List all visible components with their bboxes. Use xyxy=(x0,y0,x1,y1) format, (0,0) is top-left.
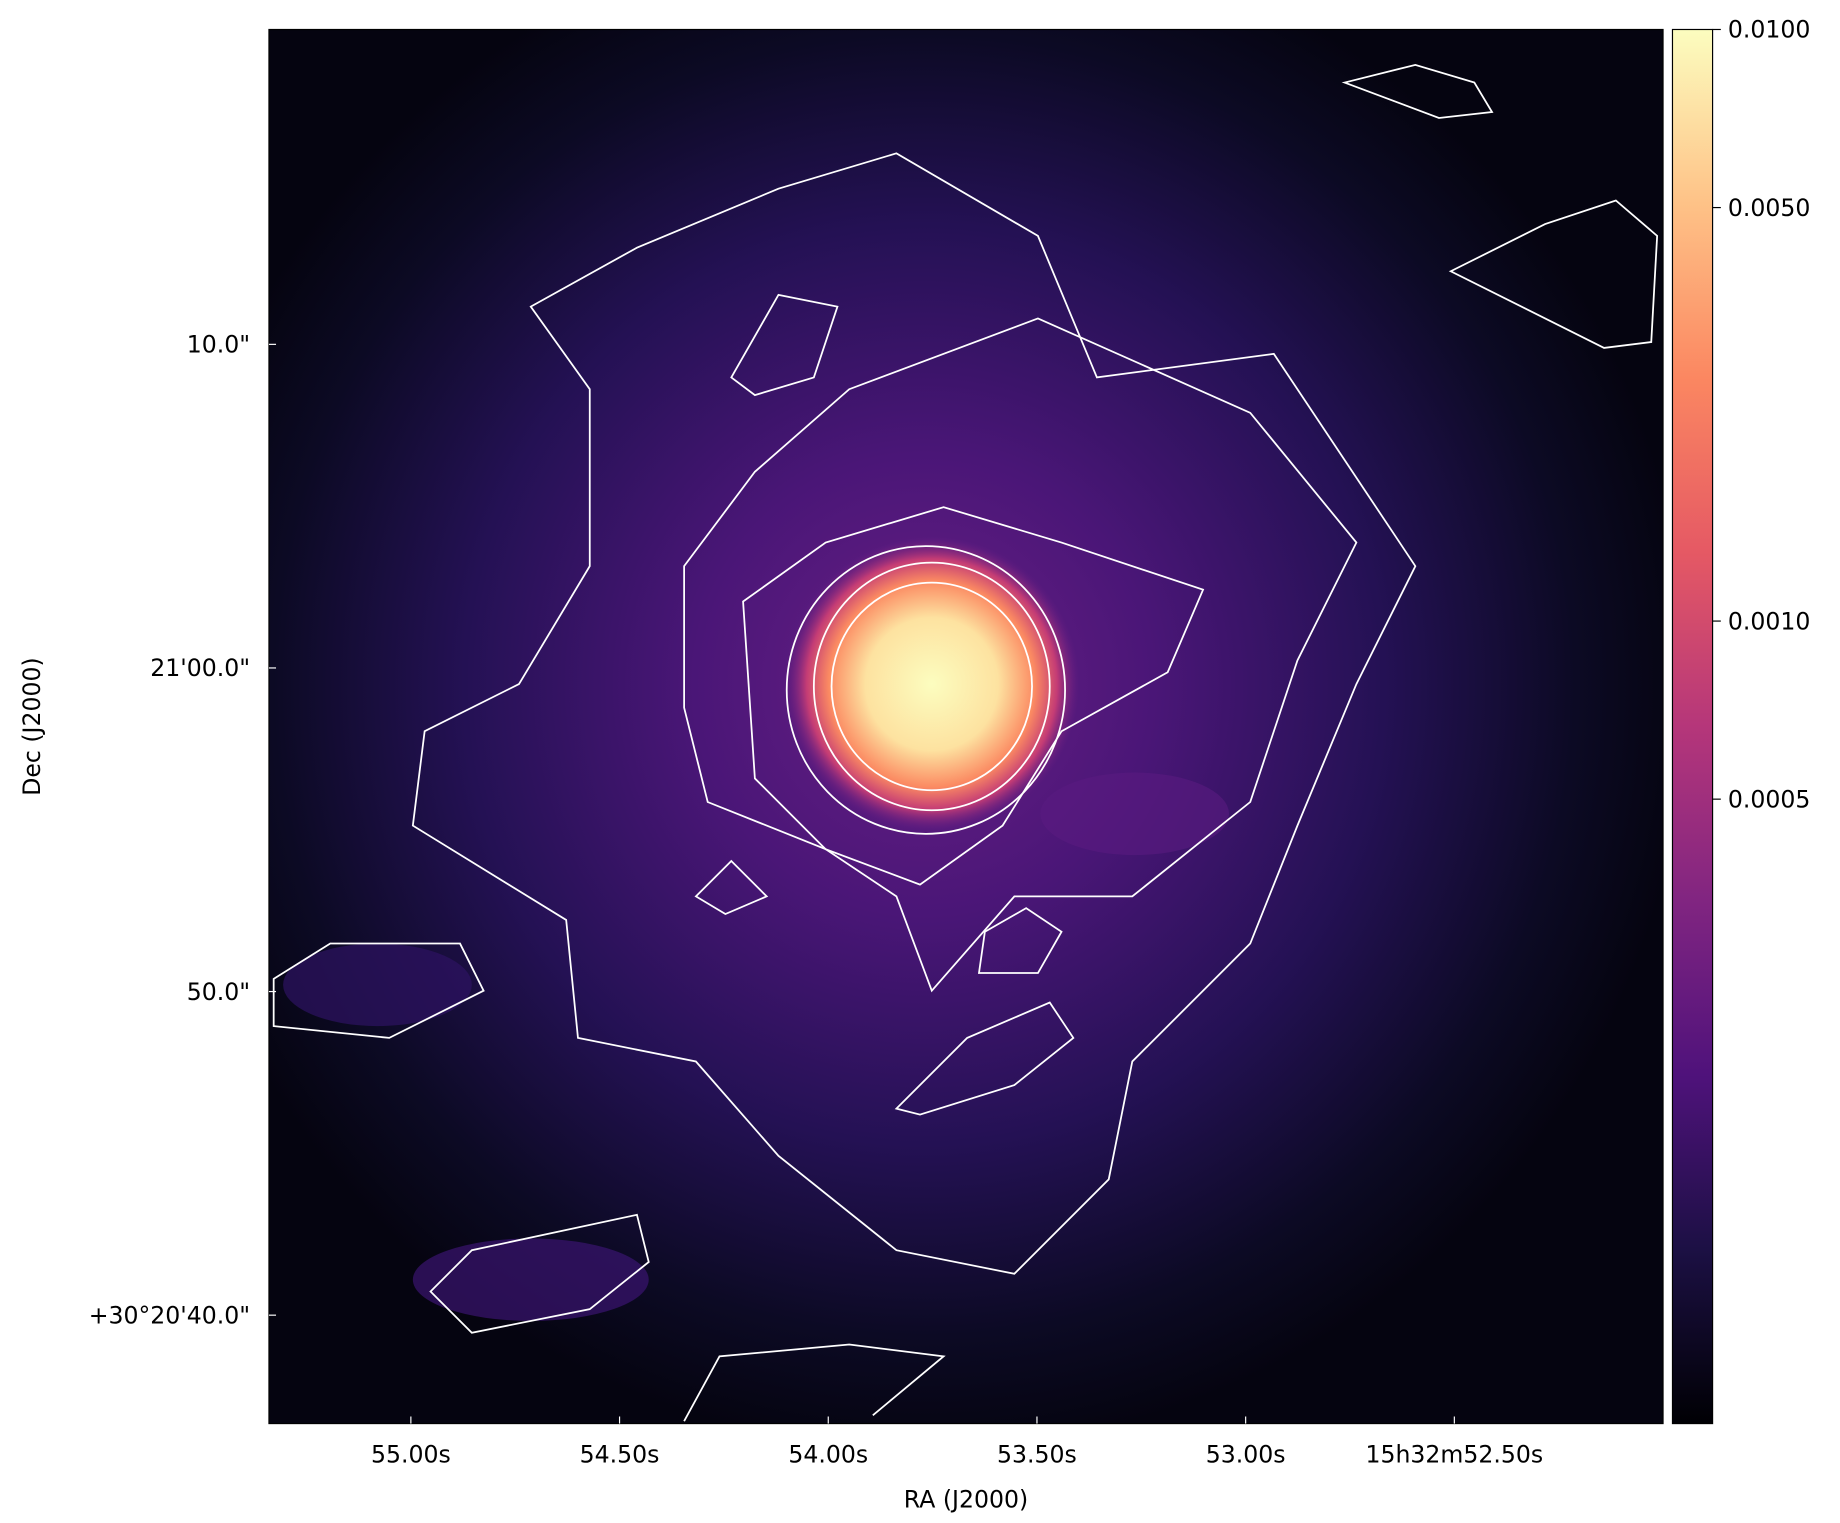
contours xyxy=(272,63,1659,1422)
colorbar-tick-label: 0.0050 xyxy=(1728,194,1811,222)
x-axis-label: RA (J2000) xyxy=(904,1485,1028,1513)
y-tick-label: +30°20'40.0" xyxy=(89,1301,250,1329)
plot-frame xyxy=(268,28,1664,1425)
y-tick-label: 50.0" xyxy=(187,978,250,1006)
x-tick-label: 15h32m52.50s xyxy=(1365,1440,1543,1468)
x-tick-label: 54.00s xyxy=(788,1440,868,1468)
emission-blob xyxy=(412,1238,649,1321)
y-tick-label: 21'00.0" xyxy=(150,654,250,682)
y-tick-label: 10.0" xyxy=(187,331,250,359)
x-tick-label: 55.00s xyxy=(371,1440,451,1468)
x-tick-label: 53.50s xyxy=(997,1440,1077,1468)
colorbar-tick-label: 0.0005 xyxy=(1728,785,1811,813)
emission-blob xyxy=(283,943,472,1027)
colorbar xyxy=(1671,28,1714,1425)
image xyxy=(268,29,1664,1424)
emission-blob xyxy=(1040,772,1230,856)
emission-core xyxy=(784,536,1080,832)
x-tick-label: 54.50s xyxy=(580,1440,660,1468)
x-tick-label: 53.00s xyxy=(1206,1440,1286,1468)
colorbar-tick-label: 0.0010 xyxy=(1728,607,1811,635)
y-axis-label: Dec (J2000) xyxy=(18,657,46,795)
colorbar-tick-label: 0.0100 xyxy=(1728,16,1811,44)
